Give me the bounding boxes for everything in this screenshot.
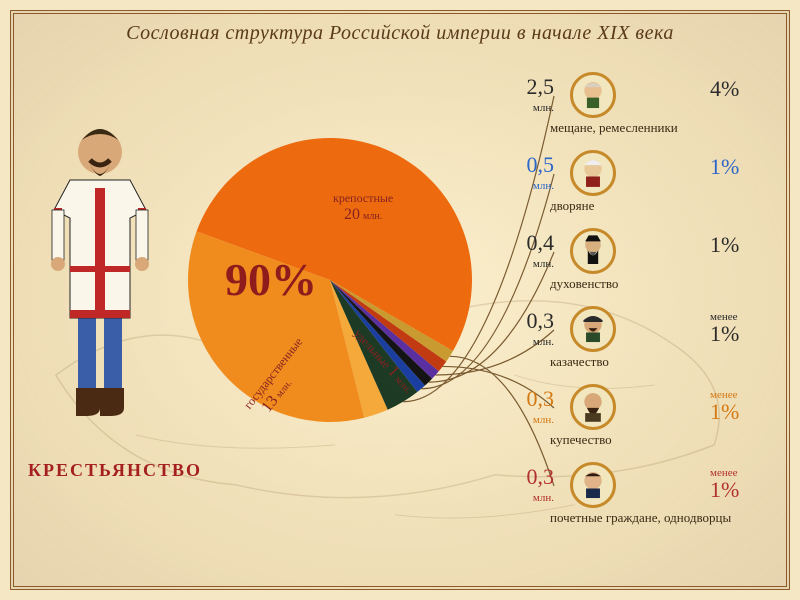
- legend-entry-kaz: 0,3млн. менее1% казачество: [484, 304, 774, 382]
- portrait-poch: [570, 462, 616, 508]
- portrait-duh: [570, 228, 616, 274]
- legend-pct: менее1%: [710, 312, 774, 345]
- legend-mln: 2,5млн.: [484, 76, 554, 116]
- pie-chart: 90% крепостные 20 млн. государственные 1…: [185, 135, 475, 425]
- portrait-dvor: [570, 150, 616, 196]
- legend-label: купечество: [550, 432, 760, 448]
- legend-label: мещане, ремесленники: [550, 120, 760, 136]
- legend-mln: 0,3млн.: [484, 466, 554, 506]
- title: Сословная структура Российской империи в…: [0, 22, 800, 45]
- portrait-kup: [570, 384, 616, 430]
- legend-label: духовенство: [550, 276, 760, 292]
- portrait-kaz: [570, 306, 616, 352]
- legend-mln: 0,5млн.: [484, 154, 554, 194]
- peasantry-caption: КРЕСТЬЯНСТВО: [28, 460, 202, 481]
- legend-entry-poch: 0,3млн. менее1% почетные граждане, однодво…: [484, 460, 774, 538]
- legend-entry-kup: 0,3млн. менее1% купечество: [484, 382, 774, 460]
- legend-label: почетные граждане, однодворцы: [550, 510, 760, 526]
- infographic-stage: Сословная структура Российской империи в…: [0, 0, 800, 600]
- peasant-figure: [40, 100, 160, 440]
- legend-entry-mesch: 2,5млн. 4% мещане, ремесленники: [484, 70, 774, 148]
- legend-label: дворяне: [550, 198, 760, 214]
- portrait-mesch: [570, 72, 616, 118]
- legend-mln: 0,3млн.: [484, 388, 554, 428]
- legend-label: казачество: [550, 354, 760, 370]
- legend-pct: 1%: [710, 234, 774, 256]
- legend-pct: 4%: [710, 78, 774, 100]
- legend-pct: менее1%: [710, 390, 774, 423]
- pie-main-percent: 90%: [225, 253, 317, 306]
- legend-mln: 0,3млн.: [484, 310, 554, 350]
- pie-label-krepost: крепостные 20 млн.: [333, 191, 393, 224]
- legend-mln: 0,4млн.: [484, 232, 554, 272]
- legend-pct: менее1%: [710, 468, 774, 501]
- legend-pct: 1%: [710, 156, 774, 178]
- legend-entry-duh: 0,4млн. 1% духовенство: [484, 226, 774, 304]
- legend: 2,5млн. 4% мещане, ремесленники 0,5млн. 1% дв…: [484, 70, 774, 538]
- legend-entry-dvor: 0,5млн. 1% дворяне: [484, 148, 774, 226]
